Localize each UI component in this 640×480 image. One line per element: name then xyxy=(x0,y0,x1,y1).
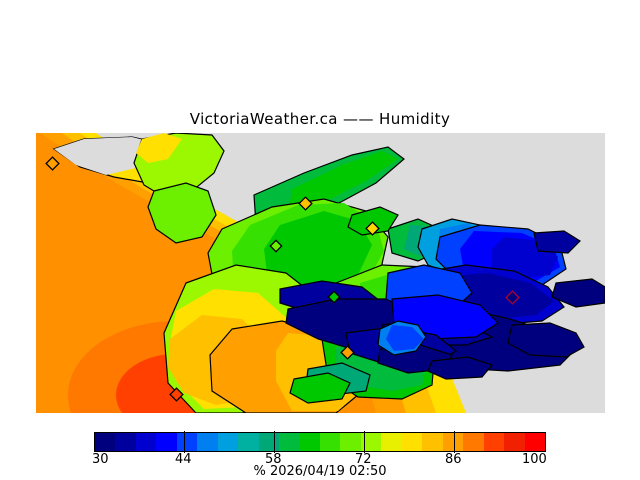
colorbar-tick-labels: 30 44 58 72 86 100 xyxy=(0,452,640,468)
colorbar-segment-2 xyxy=(135,433,157,451)
island-north-a-yellow-lobe xyxy=(136,133,182,163)
station-marker-sooke-basin[interactable] xyxy=(340,345,355,360)
colorbar-segment-21 xyxy=(524,433,545,451)
se-fragment-a xyxy=(427,356,494,380)
station-diamond-icon[interactable] xyxy=(45,156,60,171)
colorbar-segment-3 xyxy=(156,433,177,451)
colorbar-segment-11 xyxy=(319,433,341,451)
colorbar-label-72: 72 xyxy=(355,452,372,467)
station-diamond-icon[interactable] xyxy=(298,196,313,211)
colorbar-segment-6 xyxy=(217,433,239,451)
colorbar-segment-13 xyxy=(360,433,382,451)
humidity-colorbar[interactable] xyxy=(94,432,546,452)
station-marker-central-island-north[interactable] xyxy=(298,196,313,211)
island-chain-ne-band xyxy=(288,151,398,215)
colorbar-segment-15 xyxy=(401,433,423,451)
humidity-map-panel[interactable] xyxy=(36,133,605,413)
colorbar-label-58: 58 xyxy=(265,452,282,467)
colorbar-segment-17 xyxy=(442,433,464,451)
colorbar-segment-4 xyxy=(176,433,198,451)
station-diamond-icon[interactable] xyxy=(169,387,184,402)
colorbar-segment-20 xyxy=(504,433,525,451)
station-diamond-icon[interactable] xyxy=(269,239,283,253)
colorbar-segment-8 xyxy=(258,433,280,451)
station-marker-northwest-offshore[interactable] xyxy=(45,156,60,171)
colorbar-caption: % 2026/04/19 02:50 xyxy=(253,464,387,479)
station-marker-east-islands-min[interactable] xyxy=(505,290,520,305)
station-marker-inner-harbour[interactable] xyxy=(269,239,283,253)
colorbar-label-44: 44 xyxy=(175,452,192,467)
colorbar-segment-1 xyxy=(115,433,136,451)
colorbar-segment-9 xyxy=(279,433,300,451)
colorbar-label-100: 100 xyxy=(522,452,547,467)
colorbar-segment-5 xyxy=(197,433,218,451)
colorbar-segment-14 xyxy=(381,433,402,451)
station-diamond-icon[interactable] xyxy=(340,345,355,360)
station-marker-saanich-inlet[interactable] xyxy=(327,290,341,304)
colorbar-label-86: 86 xyxy=(445,452,462,467)
station-marker-group[interactable] xyxy=(45,156,520,402)
teal-island-b xyxy=(347,206,399,236)
island-north-b xyxy=(147,182,217,244)
humidity-contour-map xyxy=(36,133,605,413)
island-group-north-central xyxy=(133,133,225,244)
colorbar-segment-18 xyxy=(463,433,484,451)
station-diamond-icon[interactable] xyxy=(365,221,380,236)
island-bottom-center-green xyxy=(289,372,351,404)
colorbar-segment-12 xyxy=(340,433,361,451)
colorbar-segment-10 xyxy=(299,433,320,451)
island-group-southeast-blue xyxy=(345,264,585,380)
far-east-sliver-b xyxy=(533,230,581,254)
colorbar-segment-16 xyxy=(422,433,443,451)
se-fragment-b xyxy=(507,322,585,358)
colorbar-segment-7 xyxy=(238,433,259,451)
station-diamond-icon[interactable] xyxy=(505,290,520,305)
island-nw-interior-land xyxy=(54,137,156,175)
page-title: VictoriaWeather.ca —— Humidity xyxy=(189,110,451,128)
isolated-island-cyan-band xyxy=(386,325,424,351)
station-marker-central-island-east[interactable] xyxy=(365,221,380,236)
island-group-far-east xyxy=(533,230,605,308)
colorbar-segment-19 xyxy=(483,433,505,451)
far-east-sliver-a xyxy=(551,278,605,308)
colorbar-segment-0 xyxy=(95,433,116,451)
station-diamond-icon[interactable] xyxy=(327,290,341,304)
bottom-green-island xyxy=(289,372,351,404)
colorbar-label-30: 30 xyxy=(92,452,109,467)
station-marker-south-coast-max[interactable] xyxy=(169,387,184,402)
